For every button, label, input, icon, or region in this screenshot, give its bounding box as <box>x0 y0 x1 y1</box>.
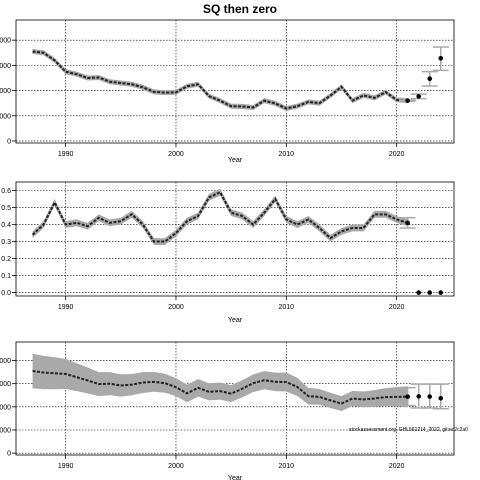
confidence-band <box>32 48 408 111</box>
x-tick-label: 2000 <box>168 463 184 470</box>
x-tick-label: 2000 <box>168 304 184 311</box>
x-tick-label: 2000 <box>168 151 184 158</box>
forecast-point <box>416 394 421 399</box>
x-tick-label: 1990 <box>58 304 74 311</box>
y-tick-label: 0.4 <box>1 222 11 229</box>
y-tick-label: 0.5 <box>1 205 11 212</box>
y-tick-label: 0 <box>7 138 11 145</box>
panel-top: 199020002010202000000000000000000Year <box>0 19 455 164</box>
estimate-line <box>32 50 408 110</box>
panel-middle: 1990 2000 2010 2020 0.0 0.1 0.2 0.3 0.4 0.5 0.6 Yea… <box>1 181 455 324</box>
x-tick-label: 2020 <box>389 304 405 311</box>
plot-frame <box>15 341 455 456</box>
plot-frame <box>15 19 455 144</box>
forecast-point <box>438 56 444 61</box>
forecast-point <box>438 290 444 295</box>
y-tick-label: 0.6 <box>1 188 11 195</box>
panel-bottom: 199020002010202000000000000000000Yearsto… <box>0 341 468 480</box>
x-axis-label: Year <box>228 317 243 324</box>
estimate-line <box>32 369 408 405</box>
estimate-line <box>31 190 408 243</box>
y-tick-label: 0.3 <box>1 239 11 246</box>
forecast-point <box>427 290 433 295</box>
forecast-point <box>416 94 421 99</box>
x-tick-label: 1990 <box>58 463 74 470</box>
x-tick-label: 2010 <box>279 151 295 158</box>
plot-frame <box>15 181 455 297</box>
confidence-band <box>32 353 408 412</box>
x-tick-label: 2020 <box>389 463 405 470</box>
y-tick-label: 0.0 <box>1 290 11 297</box>
forecast-point <box>427 76 433 82</box>
forecast-point <box>405 98 410 103</box>
y-tick-label: 0 <box>7 451 11 458</box>
forecast-point <box>438 395 444 401</box>
forecast-point <box>427 394 433 399</box>
x-tick-label: 1990 <box>58 151 74 158</box>
x-tick-label: 2010 <box>279 463 295 470</box>
x-axis-label: Year <box>228 475 243 480</box>
x-tick-label: 2010 <box>279 304 295 311</box>
confidence-band <box>32 188 408 245</box>
y-tick-label: 0.1 <box>1 273 11 280</box>
x-axis-label: Year <box>228 157 243 164</box>
forecast-point <box>405 394 410 399</box>
x-tick-label: 2020 <box>389 151 405 158</box>
forecast-point <box>416 290 421 295</box>
source-annotation: stockassessment.org, GHL561214_2022, git… <box>349 427 468 433</box>
figure-title: SQ then zero <box>203 2 277 16</box>
y-tick-label: 0.2 <box>1 256 11 263</box>
forecast-point <box>405 220 410 226</box>
